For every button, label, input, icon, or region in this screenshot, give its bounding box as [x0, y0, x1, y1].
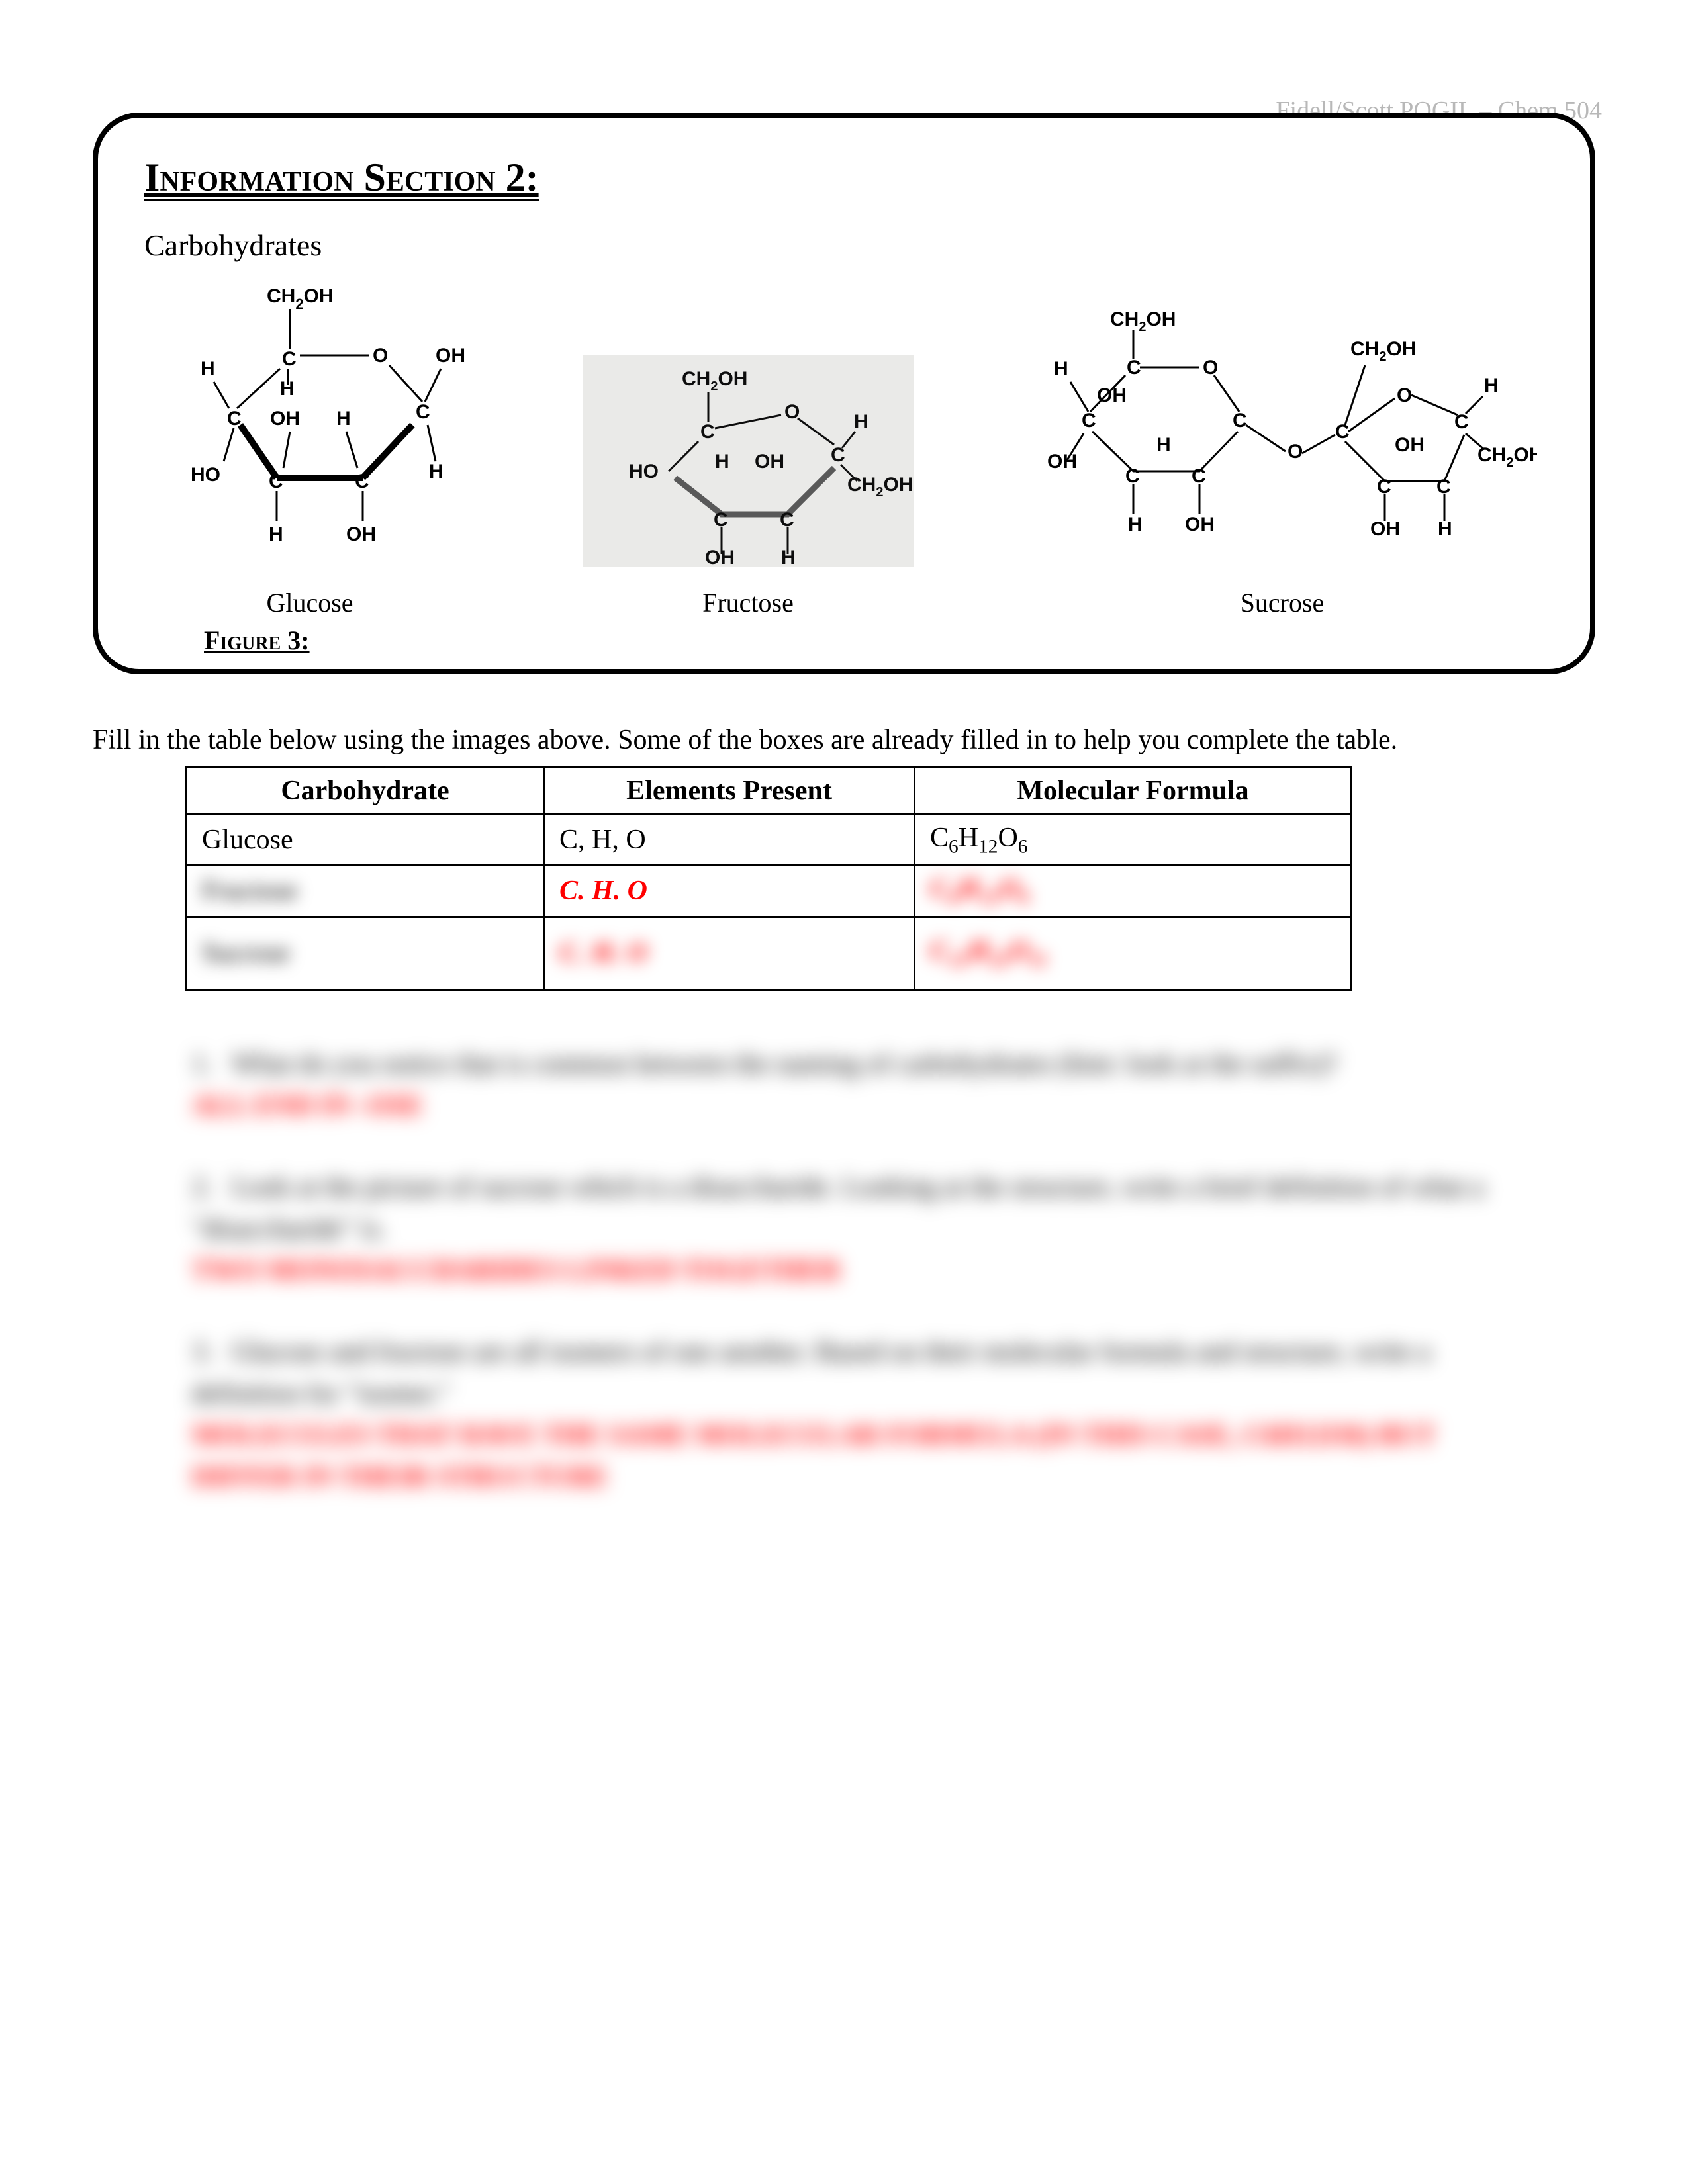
svg-text:C: C [1125, 465, 1140, 487]
glucose-structure: CH2OH C O C OH C H H OH H [151, 276, 469, 618]
svg-text:H: H [429, 461, 444, 482]
question-item: 2.Look at the picture of sucrose which i… [192, 1167, 1509, 1292]
svg-text:H: H [1128, 514, 1143, 535]
svg-text:OH: OH [1395, 434, 1425, 456]
svg-text:C: C [282, 348, 297, 370]
svg-text:H: H [1484, 375, 1499, 396]
col-carbohydrate: Carbohydrate [187, 767, 544, 814]
svg-text:O: O [1397, 385, 1412, 406]
svg-text:H: H [336, 408, 351, 430]
svg-text:CH2OH: CH2OH [267, 285, 334, 312]
cell-elements: C, H, O [544, 814, 915, 865]
cell-name: Fructose [187, 866, 544, 917]
sucrose-structure: CH2OH H C O C OH C C C H OH [1027, 302, 1537, 618]
svg-text:H: H [781, 547, 796, 567]
svg-text:C: C [700, 421, 715, 443]
sucrose-svg: CH2OH H C O C OH C C C H OH [1027, 302, 1537, 567]
fructose-caption: Fructose [702, 587, 794, 618]
svg-text:HO: HO [629, 461, 659, 482]
svg-text:OH: OH [1185, 514, 1215, 535]
cell-name: Glucose [187, 814, 544, 865]
questions-block: 1.What do you notice that is common betw… [192, 1044, 1509, 1498]
question-item: 1.What do you notice that is common betw… [192, 1044, 1509, 1127]
svg-text:C: C [1082, 410, 1096, 432]
cell-elements: C. H. O [544, 866, 915, 917]
cell-name: Sucrose [187, 917, 544, 989]
glucose-caption: Glucose [266, 587, 353, 618]
svg-text:OH: OH [346, 523, 376, 545]
svg-text:OH: OH [705, 547, 735, 567]
svg-text:C: C [1335, 421, 1350, 443]
fructose-svg: CH2OH C O C H HO H OH C C [583, 355, 914, 567]
svg-text:CH2OH: CH2OH [1477, 444, 1537, 470]
svg-text:OH: OH [270, 408, 300, 430]
col-formula: Molecular Formula [915, 767, 1352, 814]
cell-formula: C6H12O6 [915, 814, 1352, 865]
svg-text:OH: OH [755, 451, 784, 473]
svg-text:C: C [1127, 357, 1141, 379]
question-item: 3.Glucose and fructose are all isomers o… [192, 1332, 1509, 1498]
svg-text:C: C [1192, 465, 1206, 487]
glucose-svg: CH2OH C O C OH C H H OH H [151, 276, 469, 567]
svg-text:O: O [373, 345, 388, 367]
cell-elements: C. H. O [544, 917, 915, 989]
svg-text:O: O [1203, 357, 1218, 379]
svg-text:O: O [1288, 441, 1303, 463]
svg-text:CH2OH: CH2OH [1350, 338, 1416, 364]
table-row: Fructose C. H. O C6H12O6 [187, 866, 1352, 917]
svg-text:H: H [715, 451, 729, 473]
figure-label: Figure 3: [204, 625, 1544, 656]
svg-text:OH: OH [436, 345, 465, 367]
col-elements: Elements Present [544, 767, 915, 814]
svg-text:C: C [416, 401, 430, 423]
section-subtitle: Carbohydrates [144, 228, 1544, 263]
svg-text:C: C [1233, 410, 1247, 432]
cell-formula: C6H12O6 [915, 866, 1352, 917]
table-instructions: Fill in the table below using the images… [93, 721, 1595, 760]
svg-text:C: C [269, 471, 283, 492]
sucrose-caption: Sucrose [1241, 587, 1325, 618]
table-header-row: Carbohydrate Elements Present Molecular … [187, 767, 1352, 814]
section-title: Information Section 2: [144, 158, 539, 201]
table-row: Glucose C, H, O C6H12O6 [187, 814, 1352, 865]
svg-text:C: C [1454, 411, 1469, 433]
svg-text:CH2OH: CH2OH [1110, 308, 1176, 334]
cell-formula: C12H22O11 [915, 917, 1352, 989]
molecule-structures-row: CH2OH C O C OH C H H OH H [144, 276, 1544, 618]
svg-text:H: H [1438, 518, 1452, 540]
table-row: Sucrose C. H. O C12H22O11 [187, 917, 1352, 989]
svg-text:OH: OH [1370, 518, 1400, 540]
svg-text:H: H [1156, 434, 1171, 456]
svg-text:OH: OH [1047, 451, 1077, 473]
svg-text:H: H [854, 411, 868, 433]
information-section-frame: Information Section 2: Carbohydrates CH2… [93, 113, 1595, 674]
carbohydrate-table: Carbohydrate Elements Present Molecular … [185, 766, 1352, 991]
svg-text:H: H [269, 523, 283, 545]
svg-text:H: H [1054, 358, 1068, 380]
svg-text:HO: HO [191, 464, 220, 486]
svg-text:O: O [784, 401, 800, 423]
svg-text:C: C [355, 471, 369, 492]
svg-text:H: H [201, 358, 215, 380]
svg-text:OH: OH [1097, 385, 1127, 406]
fructose-structure: CH2OH C O C H HO H OH C C [583, 355, 914, 618]
